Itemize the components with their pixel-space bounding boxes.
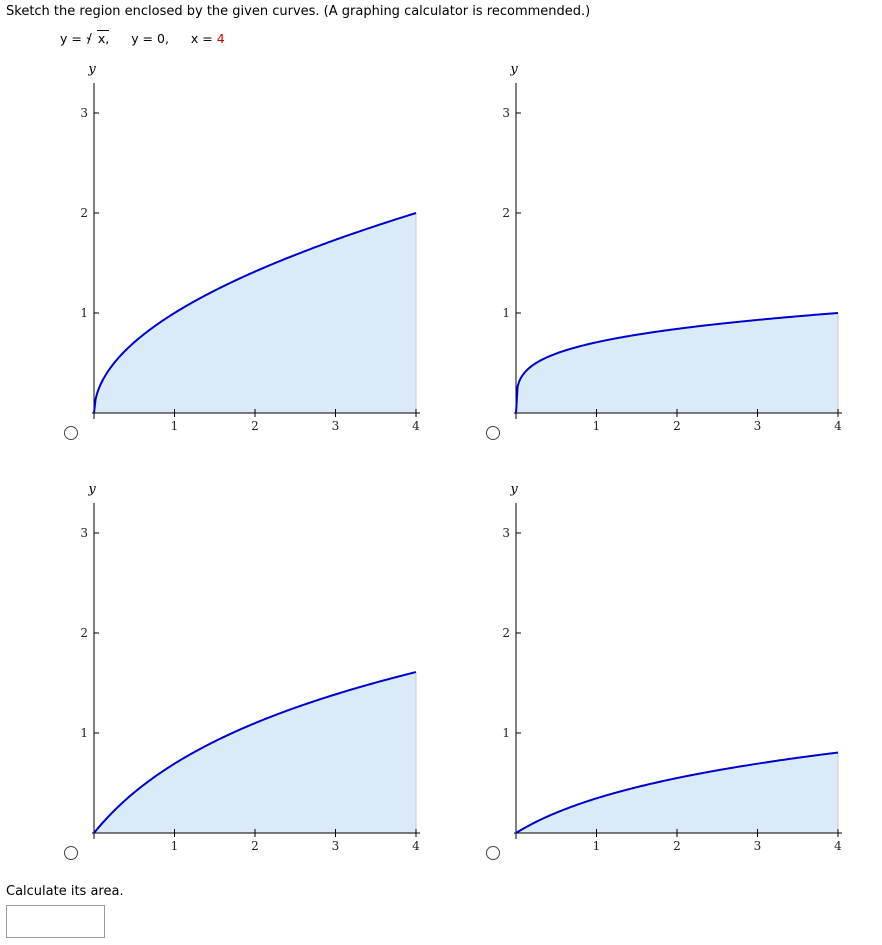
y-axis-label: y <box>87 482 96 497</box>
curve-line <box>515 751 839 834</box>
x-tick-label: 4 <box>412 839 420 853</box>
equation-x-bound: x = 4 <box>191 31 225 46</box>
x-tick-label: 2 <box>673 419 681 433</box>
y-tick-label: 3 <box>502 106 510 120</box>
curve-line <box>93 671 417 834</box>
x-tick-label: 2 <box>251 839 259 853</box>
x-tick-label: 2 <box>673 839 681 853</box>
curve-line <box>515 312 839 414</box>
option-radio-2[interactable] <box>486 426 500 440</box>
y-tick-label: 2 <box>502 206 510 220</box>
equation-sqrt: y = x, <box>60 30 110 46</box>
region-fill <box>94 672 416 833</box>
x-tick-label: 4 <box>834 419 842 433</box>
option-plot-4: 1234123xy <box>502 482 842 853</box>
x-tick-label: 3 <box>754 839 762 853</box>
x-tick-label: 4 <box>834 839 842 853</box>
option-radio-3[interactable] <box>64 846 78 860</box>
equation-y-zero: y = 0, <box>131 31 169 46</box>
given-curves: y = x, y = 0, x = 4 <box>60 30 243 46</box>
x-tick-label: 3 <box>332 839 340 853</box>
y-tick-label: 3 <box>502 526 510 540</box>
y-tick-label: 3 <box>80 526 88 540</box>
x-tick-label: 3 <box>754 419 762 433</box>
curve-line <box>93 212 417 414</box>
eq1-radicand: x, <box>96 30 110 46</box>
option-plot-3: 1234123xy <box>80 482 420 853</box>
eq3-value: 4 <box>216 31 225 46</box>
region-fill <box>516 313 838 413</box>
option-radio-4[interactable] <box>486 846 500 860</box>
area-question-label: Calculate its area. <box>6 884 124 899</box>
y-tick-label: 1 <box>80 726 88 740</box>
option-plot-1: 1234123xy <box>80 62 420 433</box>
y-axis-label: y <box>87 62 96 77</box>
y-tick-label: 2 <box>502 626 510 640</box>
area-answer-input[interactable] <box>6 905 105 938</box>
sqrt-symbol: x, <box>86 30 110 46</box>
y-tick-label: 2 <box>80 206 88 220</box>
option-plot-2: 1234123xy <box>502 62 842 433</box>
x-tick-label: 2 <box>251 419 259 433</box>
y-tick-label: 2 <box>80 626 88 640</box>
y-tick-label: 1 <box>80 306 88 320</box>
x-tick-label: 1 <box>593 839 601 853</box>
question-prompt: Sketch the region enclosed by the given … <box>6 4 591 19</box>
eq3-prefix: x = <box>190 31 217 46</box>
x-tick-label: 4 <box>412 419 420 433</box>
y-tick-label: 3 <box>80 106 88 120</box>
eq1-prefix: y = <box>60 31 86 46</box>
y-axis-label: y <box>509 482 518 497</box>
x-tick-label: 3 <box>332 419 340 433</box>
region-fill <box>94 213 416 413</box>
y-axis-label: y <box>509 62 518 77</box>
x-tick-label: 1 <box>171 419 179 433</box>
y-tick-label: 1 <box>502 726 510 740</box>
y-tick-label: 1 <box>502 306 510 320</box>
x-tick-label: 1 <box>171 839 179 853</box>
region-fill <box>516 752 838 833</box>
option-radio-1[interactable] <box>64 426 78 440</box>
x-tick-label: 1 <box>593 419 601 433</box>
